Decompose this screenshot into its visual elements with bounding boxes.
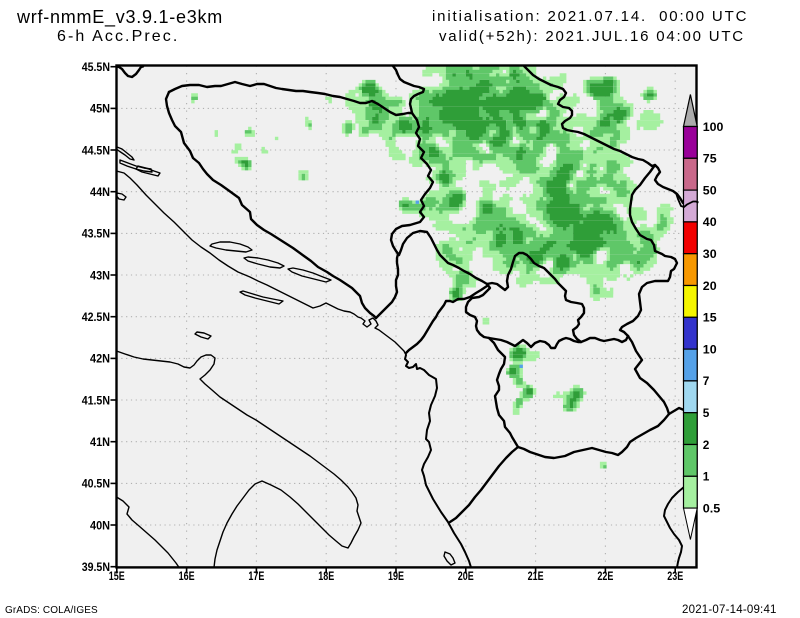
svg-text:43.5N: 43.5N bbox=[82, 227, 110, 241]
svg-text:39.5N: 39.5N bbox=[82, 560, 110, 574]
svg-text:41.5N: 41.5N bbox=[82, 393, 110, 407]
svg-text:0.5: 0.5 bbox=[703, 501, 721, 515]
svg-text:15E: 15E bbox=[109, 569, 125, 583]
svg-text:75: 75 bbox=[703, 152, 717, 166]
svg-text:100: 100 bbox=[703, 120, 724, 134]
svg-text:22E: 22E bbox=[597, 569, 613, 583]
svg-text:21E: 21E bbox=[528, 569, 544, 583]
svg-text:1: 1 bbox=[703, 470, 710, 484]
svg-text:44N: 44N bbox=[90, 185, 110, 199]
svg-text:43N: 43N bbox=[90, 268, 110, 282]
svg-text:17E: 17E bbox=[248, 569, 264, 583]
svg-text:41N: 41N bbox=[90, 435, 110, 449]
svg-text:40N: 40N bbox=[90, 518, 110, 532]
svg-text:18E: 18E bbox=[318, 569, 334, 583]
svg-text:40: 40 bbox=[703, 215, 717, 229]
svg-text:20E: 20E bbox=[458, 569, 474, 583]
svg-text:2: 2 bbox=[703, 438, 710, 452]
svg-text:44.5N: 44.5N bbox=[82, 143, 110, 157]
svg-text:5: 5 bbox=[703, 406, 710, 420]
svg-text:30: 30 bbox=[703, 247, 717, 261]
svg-text:15: 15 bbox=[703, 311, 717, 325]
svg-text:19E: 19E bbox=[388, 569, 404, 583]
svg-text:40.5N: 40.5N bbox=[82, 477, 110, 491]
svg-text:16E: 16E bbox=[179, 569, 195, 583]
svg-text:23E: 23E bbox=[667, 569, 683, 583]
svg-text:42.5N: 42.5N bbox=[82, 310, 110, 324]
svg-text:50: 50 bbox=[703, 183, 717, 197]
svg-text:42N: 42N bbox=[90, 352, 110, 366]
svg-text:45.5N: 45.5N bbox=[82, 60, 110, 74]
svg-text:20: 20 bbox=[703, 279, 717, 293]
svg-text:10: 10 bbox=[703, 342, 717, 356]
svg-text:7: 7 bbox=[703, 374, 710, 388]
svg-text:45N: 45N bbox=[90, 102, 110, 116]
